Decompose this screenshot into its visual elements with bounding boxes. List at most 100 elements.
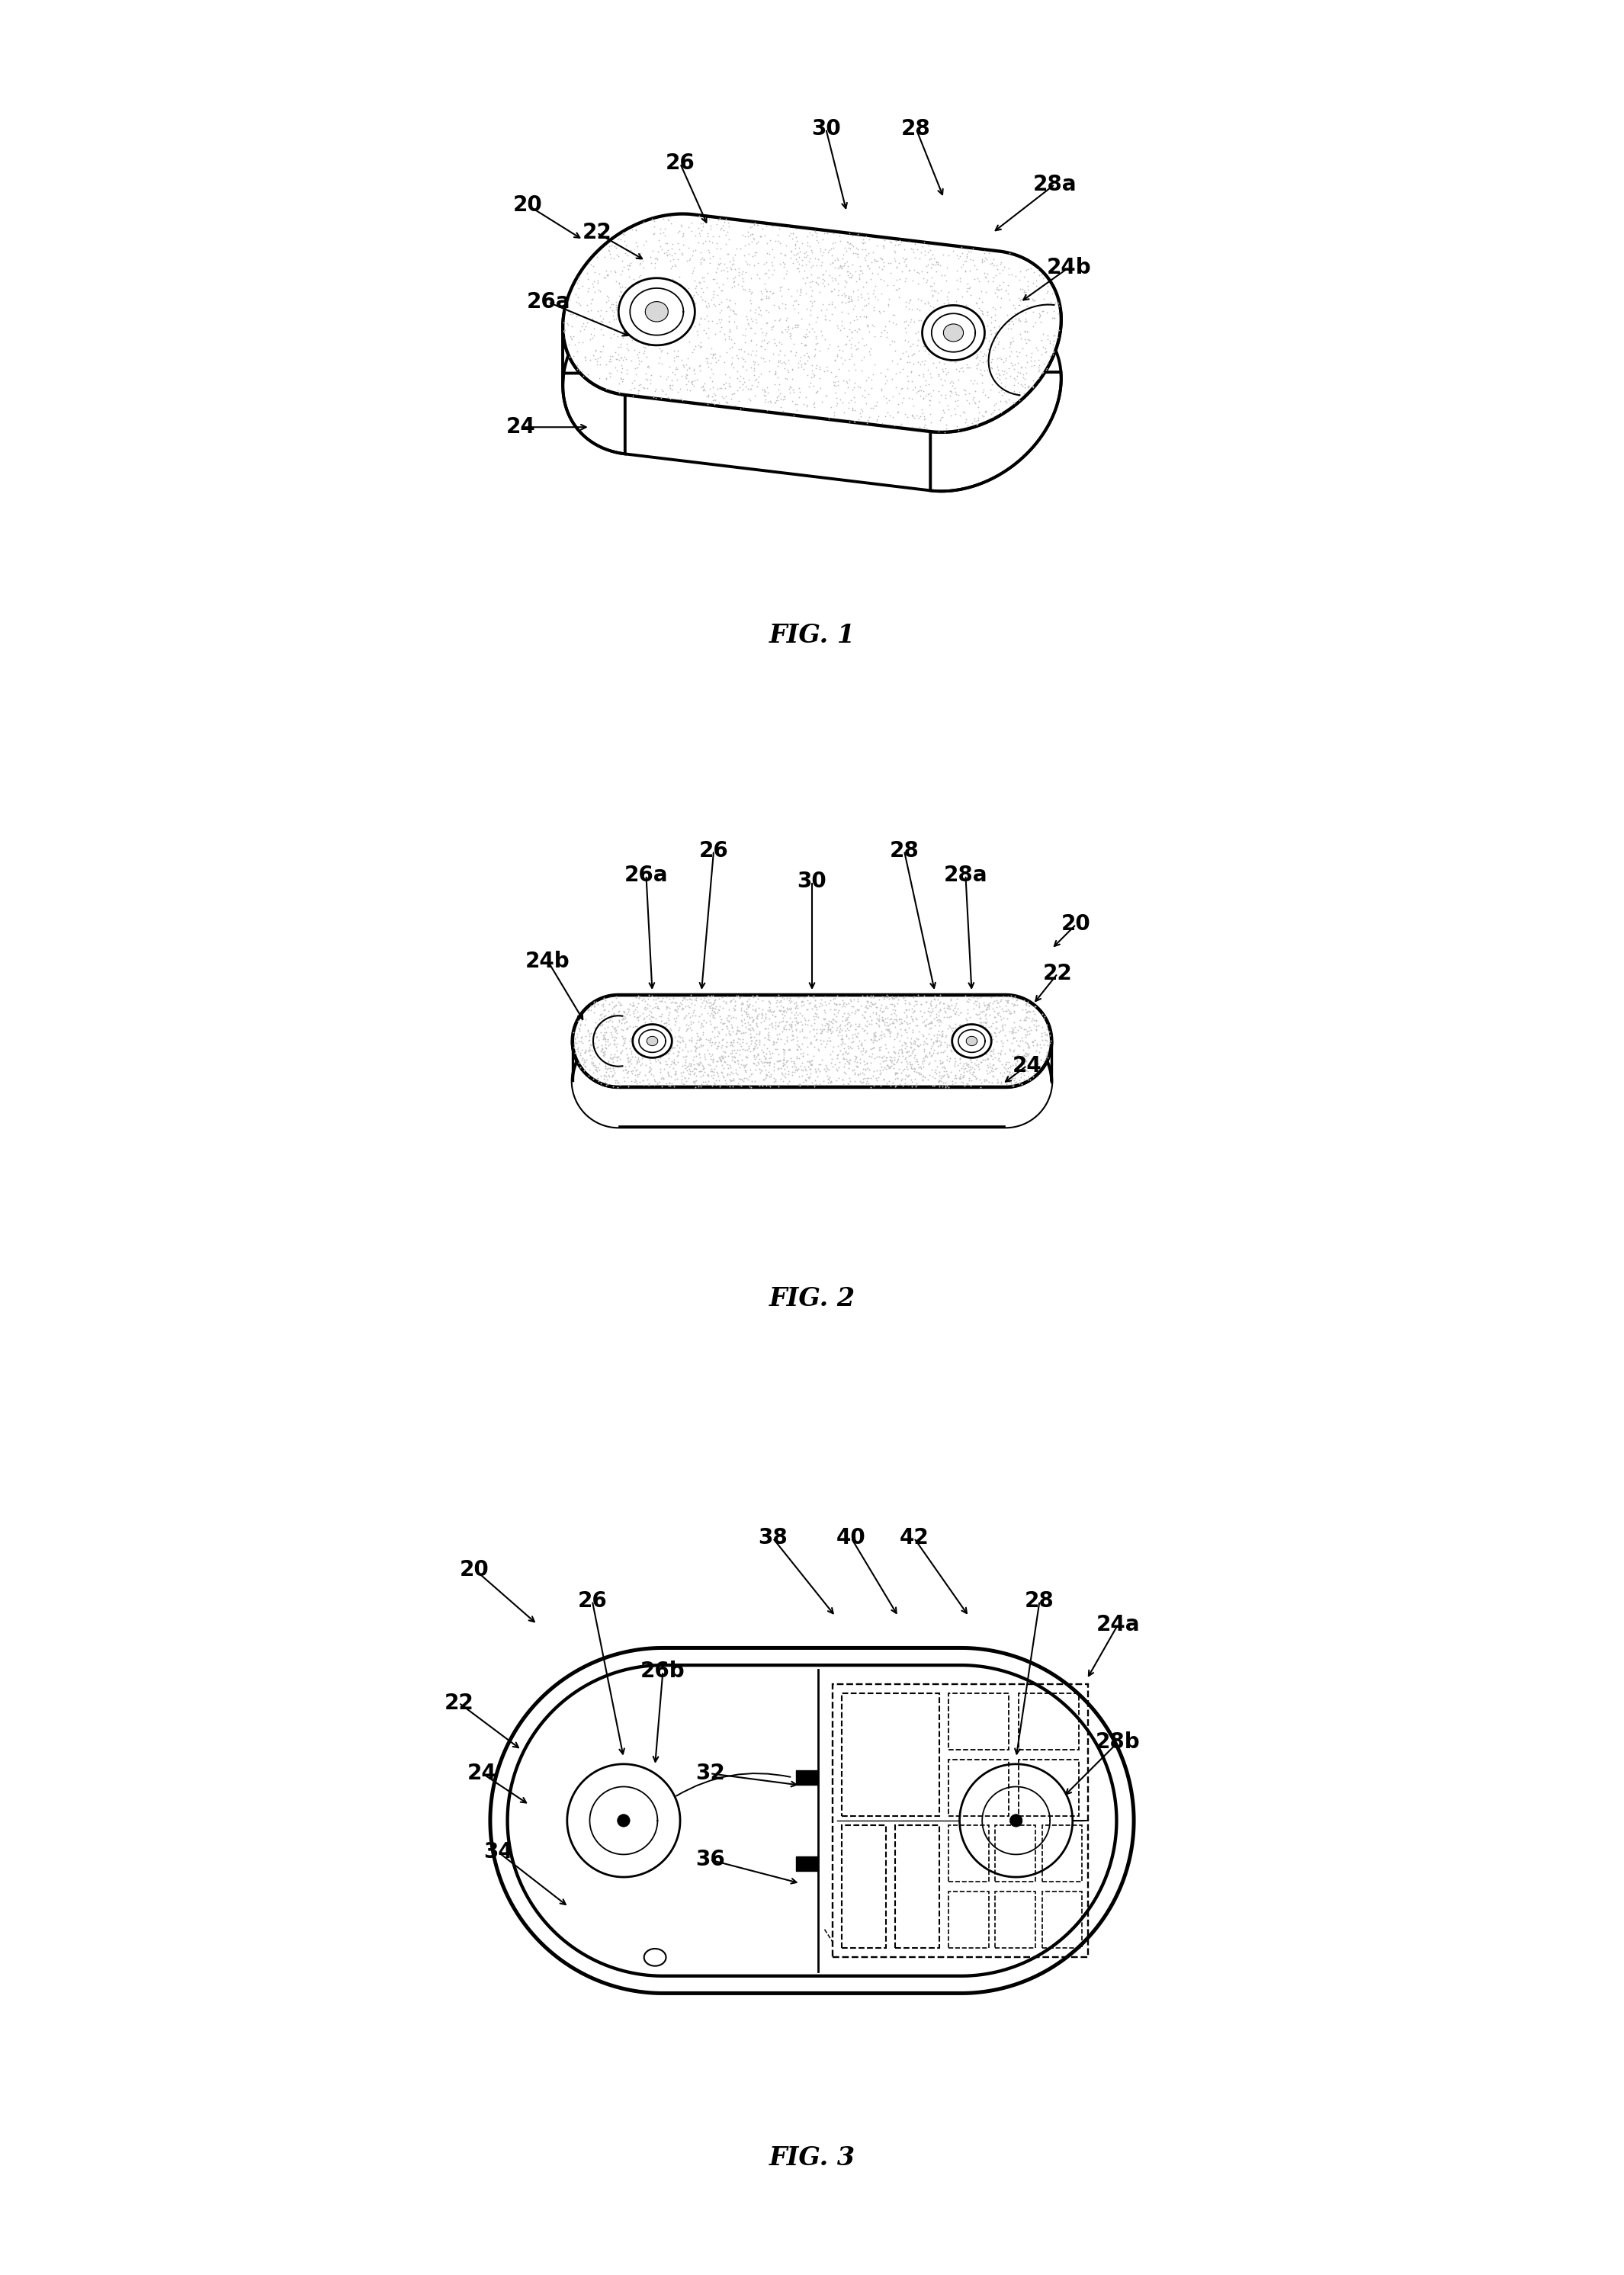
Point xyxy=(572,312,598,348)
Point xyxy=(1013,1012,1039,1049)
Point xyxy=(948,1051,974,1087)
Point xyxy=(793,346,818,382)
Point xyxy=(1015,321,1041,357)
Point xyxy=(903,239,929,275)
Point xyxy=(883,223,909,259)
Point xyxy=(611,1019,637,1056)
Point xyxy=(909,1044,935,1081)
Point xyxy=(797,232,823,268)
Point xyxy=(598,1001,624,1037)
Point xyxy=(879,362,905,398)
Point xyxy=(919,278,945,314)
Point xyxy=(1026,296,1052,332)
Point xyxy=(586,1001,612,1037)
Point xyxy=(744,1001,770,1037)
Point xyxy=(625,300,651,337)
Point xyxy=(783,250,809,287)
Point xyxy=(664,990,690,1026)
Point xyxy=(786,239,812,275)
Point xyxy=(945,1008,971,1044)
Point xyxy=(974,341,1000,378)
Point xyxy=(690,259,716,296)
Point xyxy=(641,1067,667,1103)
Point xyxy=(947,1006,973,1042)
Point xyxy=(763,380,789,416)
Point xyxy=(718,1017,744,1053)
Point xyxy=(646,999,672,1035)
Point xyxy=(581,1037,607,1074)
Point xyxy=(944,253,970,289)
Point xyxy=(989,1008,1015,1044)
Point xyxy=(624,225,650,262)
Point xyxy=(778,983,804,1019)
Point xyxy=(825,278,851,314)
Point xyxy=(750,1035,776,1072)
Point xyxy=(944,350,970,387)
Point xyxy=(846,1058,872,1094)
Point xyxy=(637,1049,663,1085)
Point xyxy=(1030,259,1056,296)
Point xyxy=(823,1040,849,1076)
Point xyxy=(609,1017,635,1053)
Point xyxy=(583,1051,609,1087)
Point xyxy=(705,246,731,282)
Point xyxy=(719,268,745,305)
Point xyxy=(799,289,825,325)
Point xyxy=(796,339,822,375)
Point xyxy=(913,405,939,441)
Point xyxy=(690,225,716,262)
Point xyxy=(919,1051,945,1087)
Point xyxy=(820,216,846,253)
Text: 38: 38 xyxy=(758,1527,788,1549)
Point xyxy=(851,287,877,323)
Point xyxy=(866,248,892,284)
Point xyxy=(841,364,867,400)
Point xyxy=(656,1049,682,1085)
Point xyxy=(935,1069,961,1106)
Point xyxy=(658,985,684,1021)
Point xyxy=(661,985,687,1021)
Point xyxy=(853,232,879,268)
Point xyxy=(664,300,690,337)
Point xyxy=(908,369,934,405)
Point xyxy=(893,239,919,275)
Point xyxy=(723,1015,749,1051)
Point xyxy=(641,289,667,325)
Point xyxy=(944,282,970,319)
Point xyxy=(778,990,804,1026)
Point xyxy=(992,983,1018,1019)
Point xyxy=(838,228,864,264)
Point xyxy=(996,992,1021,1028)
Point xyxy=(601,228,627,264)
Point xyxy=(953,239,979,275)
Point xyxy=(828,1019,854,1056)
Point xyxy=(663,350,689,387)
Point xyxy=(685,1047,711,1083)
Point xyxy=(638,1006,664,1042)
Point xyxy=(617,371,643,407)
Point xyxy=(1010,1053,1036,1090)
Point xyxy=(1017,1015,1043,1051)
Point xyxy=(664,996,690,1033)
Point xyxy=(960,405,986,441)
Point xyxy=(713,334,739,371)
Point xyxy=(802,214,828,250)
Point xyxy=(932,362,958,398)
Point xyxy=(958,1019,984,1056)
Point xyxy=(997,325,1023,362)
Point xyxy=(633,985,659,1021)
Point xyxy=(841,369,867,405)
Point xyxy=(844,278,870,314)
Point xyxy=(953,1065,979,1101)
Point xyxy=(802,337,828,373)
Point xyxy=(637,296,663,332)
Point xyxy=(749,280,775,316)
Point xyxy=(706,241,732,278)
Point xyxy=(810,287,836,323)
Point xyxy=(744,362,770,398)
Point xyxy=(1007,271,1033,307)
Point xyxy=(773,303,799,339)
Point xyxy=(960,1031,986,1067)
Point xyxy=(593,284,619,321)
Point xyxy=(799,234,825,271)
